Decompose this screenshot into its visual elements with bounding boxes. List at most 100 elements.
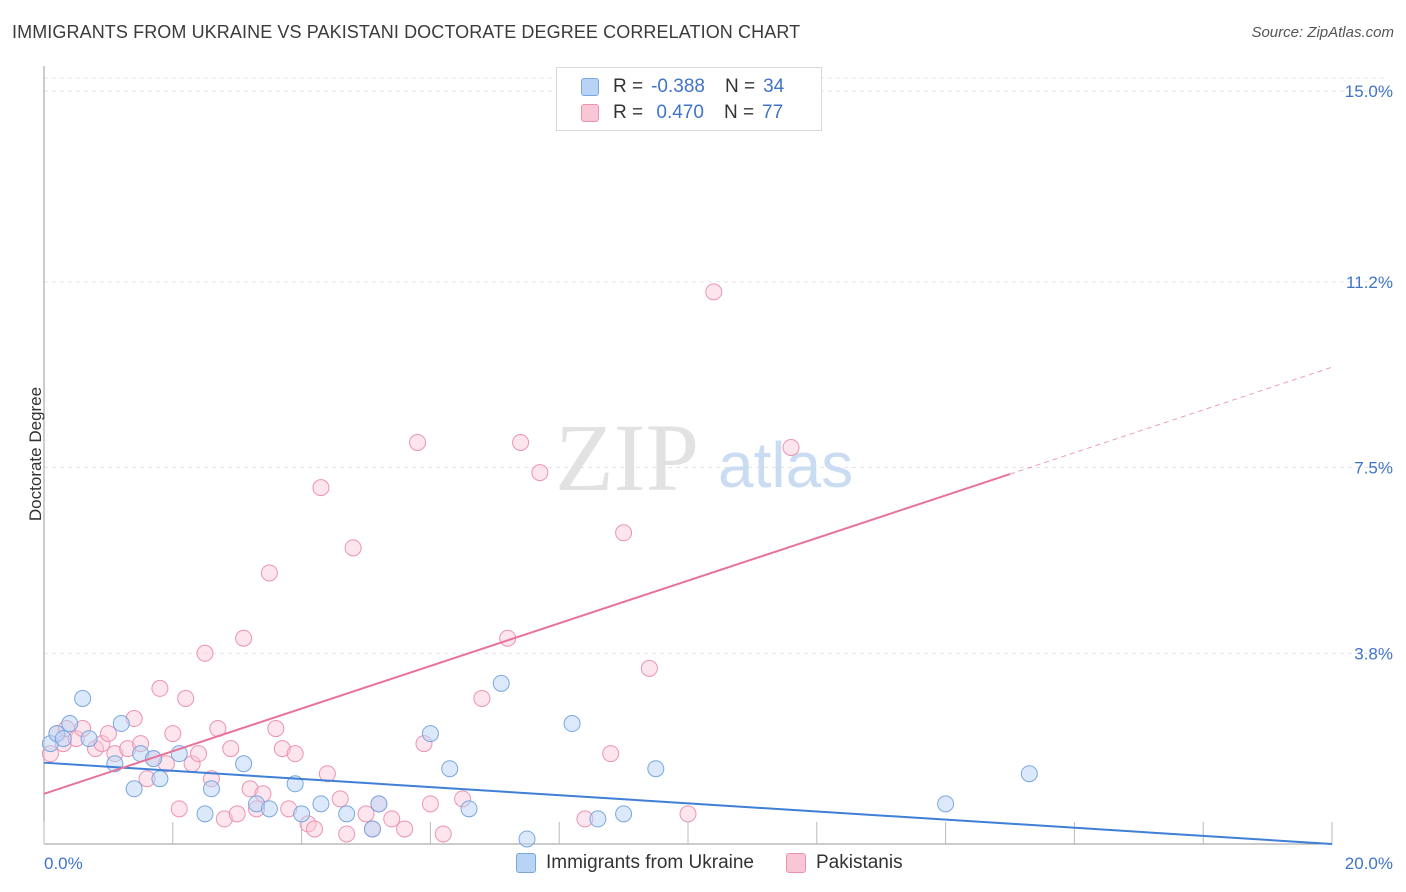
pakistanis-point bbox=[267, 720, 285, 738]
ukraine-point bbox=[235, 755, 253, 773]
chart-title: IMMIGRANTS FROM UKRAINE VS PAKISTANI DOC… bbox=[12, 22, 801, 42]
n-value: 34 bbox=[763, 76, 785, 97]
legend-label-pakistanis: Pakistanis bbox=[816, 852, 903, 873]
x-tick-labels: 0.0% 20.0% bbox=[44, 854, 1393, 873]
pakistanis-point bbox=[679, 805, 697, 823]
y-tick-label: 15.0% bbox=[1345, 82, 1393, 101]
source-label: Source: ZipAtlas.com bbox=[1251, 24, 1394, 41]
pakistanis-point bbox=[99, 725, 117, 743]
ukraine-trend-line bbox=[43, 761, 1333, 845]
x-tick-label: 20.0% bbox=[1345, 854, 1393, 873]
ukraine-point bbox=[1020, 765, 1038, 783]
ukraine-point bbox=[518, 830, 536, 848]
pakistanis-point bbox=[331, 790, 349, 808]
r-label: R = bbox=[613, 102, 644, 123]
ukraine-point bbox=[363, 820, 381, 838]
ukraine-point bbox=[370, 795, 388, 813]
ukraine-point bbox=[151, 770, 169, 788]
y-tick-labels: 3.8% 7.5% 11.2% 15.0% bbox=[1345, 82, 1393, 663]
pakistanis-point bbox=[318, 765, 336, 783]
pakistanis-point bbox=[602, 745, 620, 763]
pakistanis-point bbox=[383, 810, 401, 828]
ukraine-point bbox=[61, 715, 79, 733]
pakistanis-point bbox=[177, 689, 195, 707]
pakistanis-point bbox=[421, 795, 439, 813]
pakistanis-point bbox=[260, 564, 278, 582]
pakistan-swatch bbox=[786, 853, 806, 873]
ukraine-point bbox=[196, 805, 214, 823]
pakistanis-point bbox=[164, 725, 182, 743]
pakistanis-point bbox=[273, 740, 291, 758]
ukraine-point bbox=[312, 795, 330, 813]
pakistanis-point bbox=[338, 825, 356, 843]
ukraine-point bbox=[74, 689, 92, 707]
grid-lines bbox=[44, 77, 1388, 654]
ukraine-point bbox=[112, 715, 130, 733]
y-tick-label: 3.8% bbox=[1354, 644, 1393, 663]
pakistanis-point bbox=[409, 433, 427, 451]
watermark: ZIP atlas bbox=[555, 404, 853, 511]
ukraine-point bbox=[615, 805, 633, 823]
ukraine-swatch bbox=[516, 853, 536, 873]
r-value: 0.470 bbox=[651, 102, 704, 123]
pakistanis-point bbox=[235, 629, 253, 647]
pakistan-swatch bbox=[581, 104, 599, 122]
ukraine-point bbox=[441, 760, 459, 778]
ukraine-point bbox=[260, 800, 278, 818]
pakistanis-point bbox=[170, 800, 188, 818]
r-value: -0.388 bbox=[651, 76, 705, 97]
ukraine-point bbox=[338, 805, 356, 823]
trend-lines bbox=[43, 366, 1333, 845]
pakistanis-point bbox=[228, 805, 246, 823]
ukraine-point bbox=[144, 750, 162, 768]
pakistanis-point bbox=[215, 810, 233, 828]
watermark-atlas: atlas bbox=[718, 429, 853, 501]
ukraine-point bbox=[492, 674, 510, 692]
pakistanis-point bbox=[615, 524, 633, 542]
pakistanis-point bbox=[344, 539, 362, 557]
axes bbox=[43, 66, 1333, 845]
pakistanis-point bbox=[196, 644, 214, 662]
pakistanis-point bbox=[305, 820, 323, 838]
ukraine-point bbox=[421, 725, 439, 743]
pakistanis-trend-extension bbox=[1009, 366, 1333, 475]
y-tick-label: 7.5% bbox=[1354, 459, 1393, 478]
series-legend: Immigrants from Ukraine Pakistanis bbox=[516, 852, 935, 874]
legend-row-pakistan: R = 0.470 N = 77 bbox=[581, 101, 783, 125]
ukraine-point bbox=[563, 715, 581, 733]
pakistanis-point bbox=[357, 805, 375, 823]
ukraine-point bbox=[460, 800, 478, 818]
watermark-zip: ZIP bbox=[555, 404, 699, 511]
correlation-legend: R = -0.388 N = 34 R = 0.470 N = 77 bbox=[556, 67, 822, 131]
pakistanis-point bbox=[531, 464, 549, 482]
y-axis-label: Doctorate Degree bbox=[26, 386, 45, 522]
pakistanis-point bbox=[286, 745, 304, 763]
n-label: N = bbox=[724, 76, 756, 97]
pakistanis-point bbox=[473, 689, 491, 707]
pakistanis-point bbox=[222, 740, 240, 758]
pakistanis-point bbox=[151, 679, 169, 697]
y-tick-label: 11.2% bbox=[1346, 273, 1393, 292]
ukraine-point bbox=[202, 780, 220, 798]
legend-item-pakistanis[interactable]: Pakistanis bbox=[786, 852, 903, 874]
ukraine-point bbox=[125, 780, 143, 798]
legend-row-ukraine: R = -0.388 N = 34 bbox=[581, 75, 784, 99]
legend-label-ukraine: Immigrants from Ukraine bbox=[546, 852, 754, 873]
r-label: R = bbox=[613, 76, 644, 97]
pakistanis-point bbox=[396, 820, 414, 838]
n-label: N = bbox=[723, 102, 755, 123]
pakistanis-point bbox=[512, 433, 530, 451]
pakistanis-point bbox=[782, 438, 800, 456]
ukraine-point bbox=[937, 795, 955, 813]
legend-item-ukraine[interactable]: Immigrants from Ukraine bbox=[516, 852, 754, 874]
n-value: 77 bbox=[762, 102, 784, 123]
ukraine-point bbox=[80, 730, 98, 748]
ukraine-swatch bbox=[581, 78, 599, 96]
pakistanis-point bbox=[190, 745, 208, 763]
ukraine-points bbox=[41, 674, 1038, 848]
ukraine-point bbox=[54, 730, 72, 748]
pakistanis-point bbox=[241, 780, 259, 798]
ukraine-point bbox=[647, 760, 665, 778]
ukraine-point bbox=[589, 810, 607, 828]
